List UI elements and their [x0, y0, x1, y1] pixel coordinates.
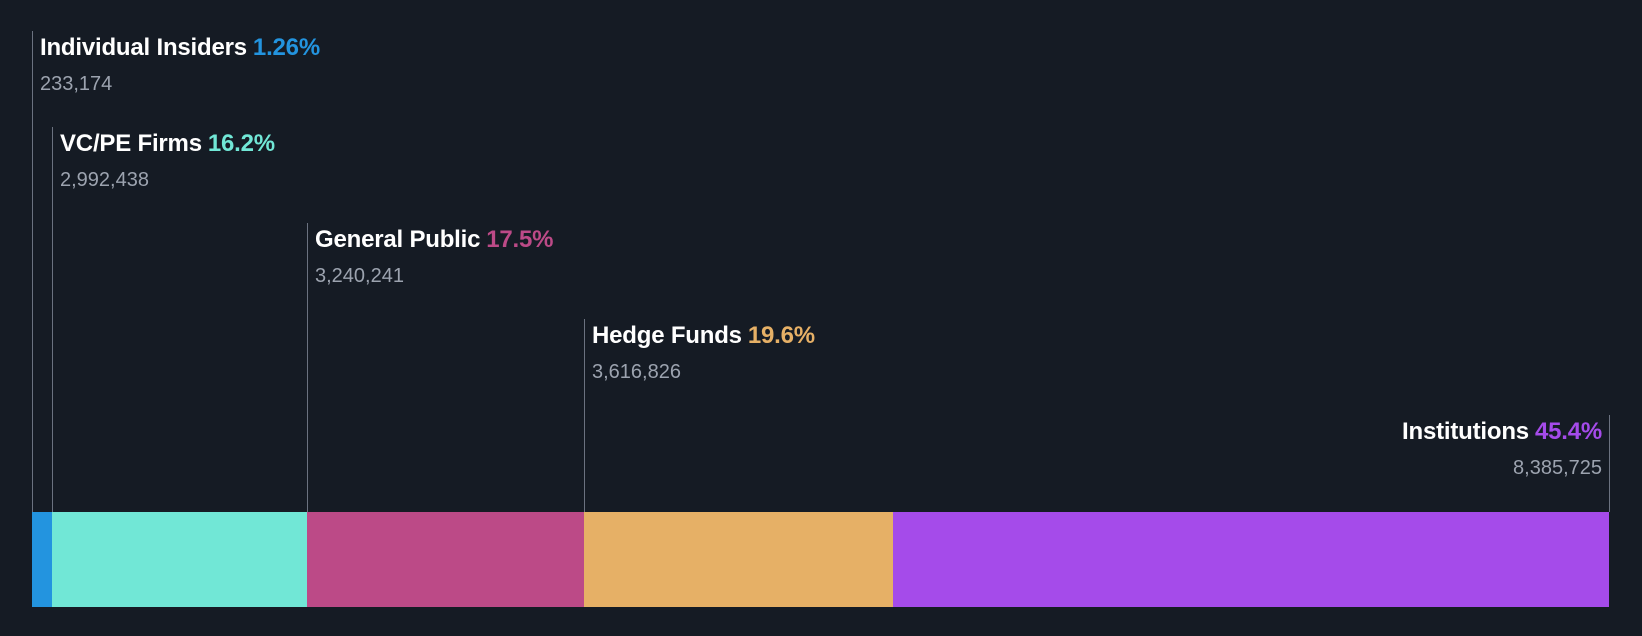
segment-shares: 8,385,725: [1513, 457, 1602, 479]
segment-percent: 16.2%: [207, 130, 275, 157]
bar-segment-hedge-funds: [584, 512, 894, 607]
segment-label-vc-pe-firms: VC/PE Firms 16.2% 2,992,438: [60, 129, 275, 193]
leader-line-hedge-funds: [584, 319, 585, 512]
segment-shares: 233,174: [40, 73, 113, 95]
segment-shares: 2,992,438: [60, 169, 149, 191]
segment-label-hedge-funds: Hedge Funds 19.6% 3,616,826: [592, 321, 815, 385]
segment-name: Individual Insiders: [40, 34, 247, 61]
leader-line-individual-insiders: [32, 31, 33, 512]
segment-name: General Public: [315, 226, 481, 253]
bar-segment-institutions: [892, 512, 1610, 607]
segment-label-institutions: Institutions 45.4% 8,385,725: [1402, 417, 1602, 481]
leader-line-vc-pe-firms: [52, 127, 53, 512]
segment-shares: 3,616,826: [592, 361, 681, 383]
segment-name: VC/PE Firms: [60, 130, 202, 157]
segment-name: Institutions: [1402, 418, 1529, 445]
bar-segment-individual-insiders: [32, 512, 53, 607]
segment-label-individual-insiders: Individual Insiders 1.26% 233,174: [40, 33, 320, 97]
segment-percent: 17.5%: [486, 226, 554, 253]
segment-shares: 3,240,241: [315, 265, 404, 287]
segment-label-general-public: General Public 17.5% 3,240,241: [315, 225, 554, 289]
segment-title: Individual Insiders 1.26%: [40, 33, 320, 63]
segment-percent: 1.26%: [252, 34, 320, 61]
segment-percent: 19.6%: [747, 322, 815, 349]
segment-title: Institutions 45.4%: [1402, 417, 1602, 447]
leader-line-institutions: [1609, 415, 1610, 512]
segment-percent: 45.4%: [1534, 418, 1602, 445]
segment-title: VC/PE Firms 16.2%: [60, 129, 275, 159]
segment-title: Hedge Funds 19.6%: [592, 321, 815, 351]
segment-title: General Public 17.5%: [315, 225, 554, 255]
segment-name: Hedge Funds: [592, 322, 742, 349]
bar-segment-vc-pe-firms: [51, 512, 308, 607]
leader-line-general-public: [307, 223, 308, 512]
bar-segment-general-public: [307, 512, 585, 607]
